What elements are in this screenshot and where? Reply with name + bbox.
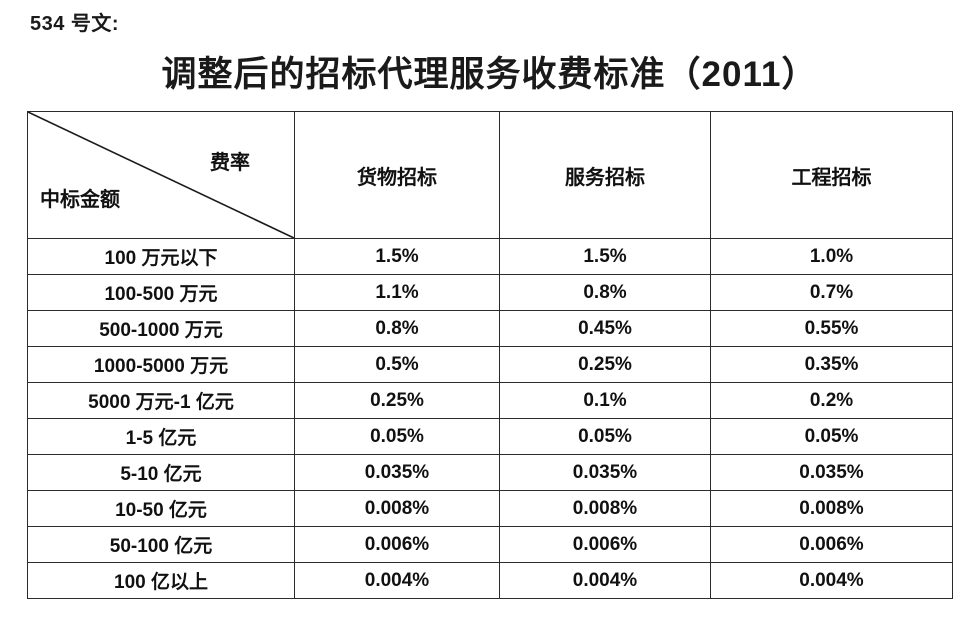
fee-value: 0.006% [710, 526, 953, 563]
table-row: 5-10 亿元 0.035% 0.035% 0.035% [27, 454, 953, 491]
table-row: 5000 万元-1 亿元 0.25% 0.1% 0.2% [27, 382, 953, 419]
fee-value: 0.004% [499, 562, 711, 599]
column-header-engineering: 工程招标 [710, 111, 953, 239]
fee-value: 0.006% [294, 526, 500, 563]
fee-value: 0.008% [710, 490, 953, 527]
fee-value: 0.25% [499, 346, 711, 383]
fee-value: 0.8% [499, 274, 711, 311]
column-header-goods: 货物招标 [294, 111, 500, 239]
row-label: 5-10 亿元 [27, 454, 295, 491]
table-row: 500-1000 万元 0.8% 0.45% 0.55% [27, 310, 953, 347]
row-label: 100 亿以上 [27, 562, 295, 599]
fee-value: 0.25% [294, 382, 500, 419]
diagonal-corner-cell: 费率 中标金额 [27, 111, 295, 239]
page-title: 调整后的招标代理服务收费标准（2011） [161, 55, 818, 94]
fee-value: 0.45% [499, 310, 711, 347]
fee-value: 1.1% [294, 274, 500, 311]
diagonal-line [28, 112, 294, 238]
corner-label-rate: 费率 [210, 152, 250, 174]
fee-value: 0.004% [294, 562, 500, 599]
table-row: 10-50 亿元 0.008% 0.008% 0.008% [27, 490, 953, 527]
table-row: 1-5 亿元 0.05% 0.05% 0.05% [27, 418, 953, 455]
fee-value: 0.8% [294, 310, 500, 347]
fee-standard-table: 费率 中标金额 货物招标 服务招标 工程招标 100 万元以下 1.5% 1.5… [27, 111, 953, 599]
doc-number-label: 534 号文: [30, 13, 120, 35]
row-label: 100 万元以下 [27, 238, 295, 275]
fee-value: 0.35% [710, 346, 953, 383]
fee-value: 1.5% [499, 238, 711, 275]
fee-value: 0.008% [294, 490, 500, 527]
fee-value: 0.2% [710, 382, 953, 419]
fee-value: 1.0% [710, 238, 953, 275]
row-label: 1-5 亿元 [27, 418, 295, 455]
row-label: 50-100 亿元 [27, 526, 295, 563]
fee-value: 0.05% [710, 418, 953, 455]
fee-value: 0.05% [499, 418, 711, 455]
fee-value: 0.55% [710, 310, 953, 347]
fee-value: 0.1% [499, 382, 711, 419]
row-label: 5000 万元-1 亿元 [27, 382, 295, 419]
table-row: 50-100 亿元 0.006% 0.006% 0.006% [27, 526, 953, 563]
table-row: 100 万元以下 1.5% 1.5% 1.0% [27, 238, 953, 275]
fee-value: 1.5% [294, 238, 500, 275]
corner-label-amount: 中标金额 [40, 189, 120, 211]
column-header-service: 服务招标 [499, 111, 711, 239]
fee-value: 0.035% [499, 454, 711, 491]
table-header-row: 费率 中标金额 货物招标 服务招标 工程招标 [27, 111, 953, 239]
fee-value: 0.05% [294, 418, 500, 455]
row-label: 1000-5000 万元 [27, 346, 295, 383]
fee-value: 0.035% [710, 454, 953, 491]
table-row: 1000-5000 万元 0.5% 0.25% 0.35% [27, 346, 953, 383]
fee-value: 0.008% [499, 490, 711, 527]
fee-value: 0.006% [499, 526, 711, 563]
row-label: 100-500 万元 [27, 274, 295, 311]
fee-value: 0.5% [294, 346, 500, 383]
row-label: 10-50 亿元 [27, 490, 295, 527]
fee-value: 0.035% [294, 454, 500, 491]
table-row: 100 亿以上 0.004% 0.004% 0.004% [27, 562, 953, 599]
row-label: 500-1000 万元 [27, 310, 295, 347]
fee-value: 0.7% [710, 274, 953, 311]
table-row: 100-500 万元 1.1% 0.8% 0.7% [27, 274, 953, 311]
fee-value: 0.004% [710, 562, 953, 599]
